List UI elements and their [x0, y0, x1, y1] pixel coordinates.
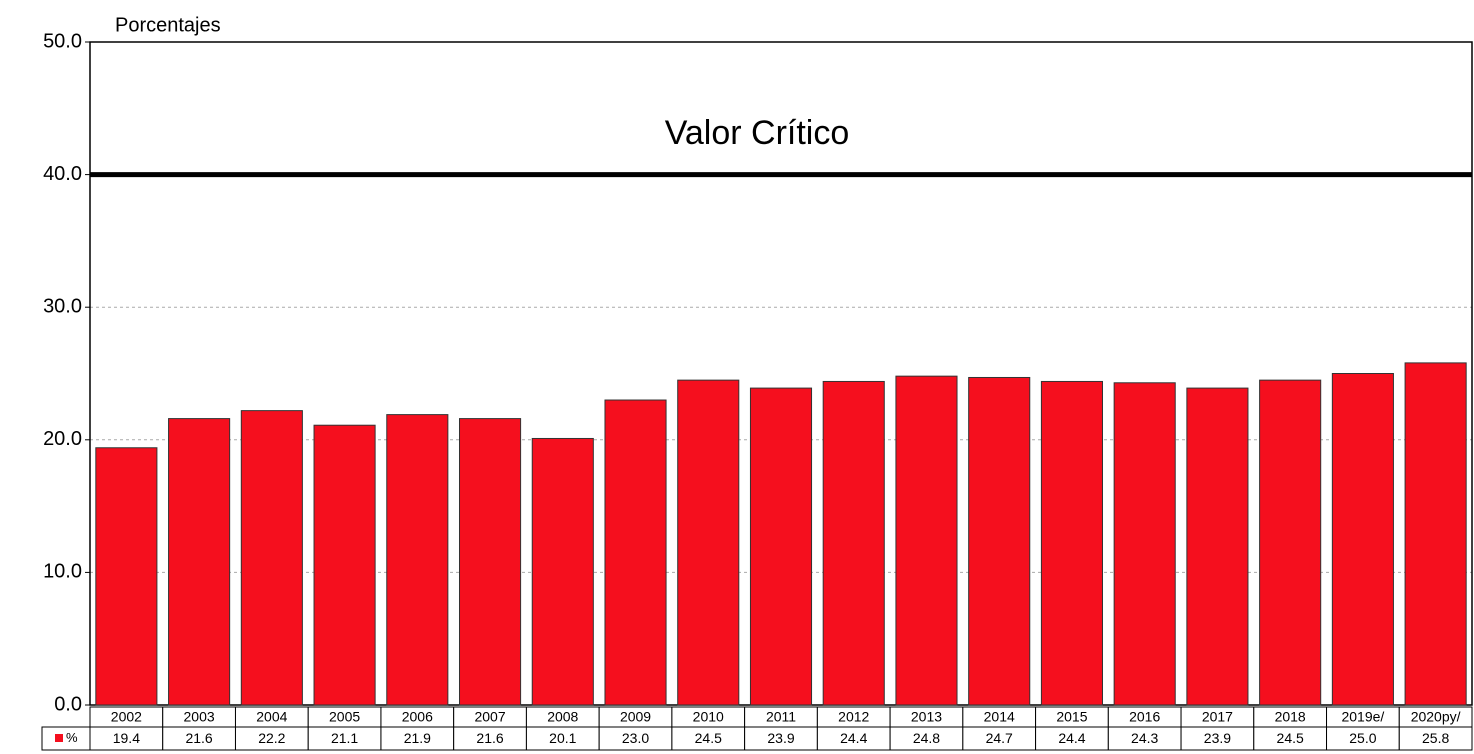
bar [822, 380, 885, 706]
bar [95, 447, 158, 706]
bar [459, 418, 522, 706]
bar [168, 418, 231, 706]
bar [1040, 380, 1103, 706]
x-tick-label: 2012 [838, 709, 869, 725]
x-tick-label: 2009 [620, 709, 651, 725]
x-tick-label: 2005 [329, 709, 360, 725]
value-label: 21.6 [476, 730, 503, 746]
value-label: 24.5 [1277, 730, 1304, 746]
value-label: 23.0 [622, 730, 649, 746]
value-label: 25.8 [1422, 730, 1449, 746]
value-label: 21.9 [404, 730, 431, 746]
bar [531, 437, 594, 706]
value-label: 19.4 [113, 730, 140, 746]
x-tick-label: 2002 [111, 709, 142, 725]
value-label: 24.4 [1058, 730, 1085, 746]
legend-label: % [66, 730, 78, 745]
y-tick-label: 30.0 [43, 295, 82, 317]
bar [1259, 379, 1322, 706]
y-tick-label: 50.0 [43, 30, 82, 52]
y-tick-label: 0.0 [54, 693, 82, 715]
x-tick-label: 2019e/ [1341, 709, 1384, 725]
bar [968, 376, 1031, 706]
y-tick-label: 40.0 [43, 163, 82, 185]
value-label: 24.8 [913, 730, 940, 746]
y-axis-label: Porcentajes [115, 14, 221, 36]
bar [1331, 373, 1394, 706]
x-tick-label: 2013 [911, 709, 942, 725]
x-tick-label: 2010 [693, 709, 724, 725]
annotation: Valor Crítico [665, 114, 850, 152]
value-label: 25.0 [1349, 730, 1376, 746]
value-label: 21.1 [331, 730, 358, 746]
value-label: 24.3 [1131, 730, 1158, 746]
bar [1113, 382, 1176, 706]
bar [1186, 387, 1249, 706]
x-tick-label: 2018 [1275, 709, 1306, 725]
bar [313, 424, 376, 706]
bar [386, 414, 449, 706]
x-tick-label: 2011 [766, 709, 796, 725]
y-tick-label: 20.0 [43, 428, 82, 450]
x-tick-label: 2017 [1202, 709, 1233, 725]
bar [1404, 362, 1467, 706]
x-tick-label: 2016 [1129, 709, 1160, 725]
x-tick-label: 2015 [1056, 709, 1087, 725]
value-label: 22.2 [258, 730, 285, 746]
value-label: 24.4 [840, 730, 867, 746]
x-tick-label: 2020py/ [1411, 709, 1461, 725]
value-label: 20.1 [549, 730, 576, 746]
value-label: 23.9 [1204, 730, 1231, 746]
x-tick-label: 2006 [402, 709, 433, 725]
value-label: 21.6 [185, 730, 212, 746]
x-tick-label: 2008 [547, 709, 578, 725]
legend-swatch [55, 734, 63, 742]
bar [677, 379, 740, 706]
x-tick-label: 2007 [474, 709, 505, 725]
value-label: 23.9 [767, 730, 794, 746]
bar [604, 399, 667, 706]
x-tick-label: 2003 [184, 709, 215, 725]
bar [240, 410, 303, 706]
bar [749, 387, 813, 706]
y-tick-label: 10.0 [43, 561, 82, 583]
bar [895, 375, 958, 706]
x-tick-label: 2014 [984, 709, 1015, 725]
x-tick-label: 2004 [256, 709, 287, 725]
value-label: 24.7 [986, 730, 1013, 746]
table-cell [1398, 726, 1473, 751]
value-label: 24.5 [695, 730, 722, 746]
